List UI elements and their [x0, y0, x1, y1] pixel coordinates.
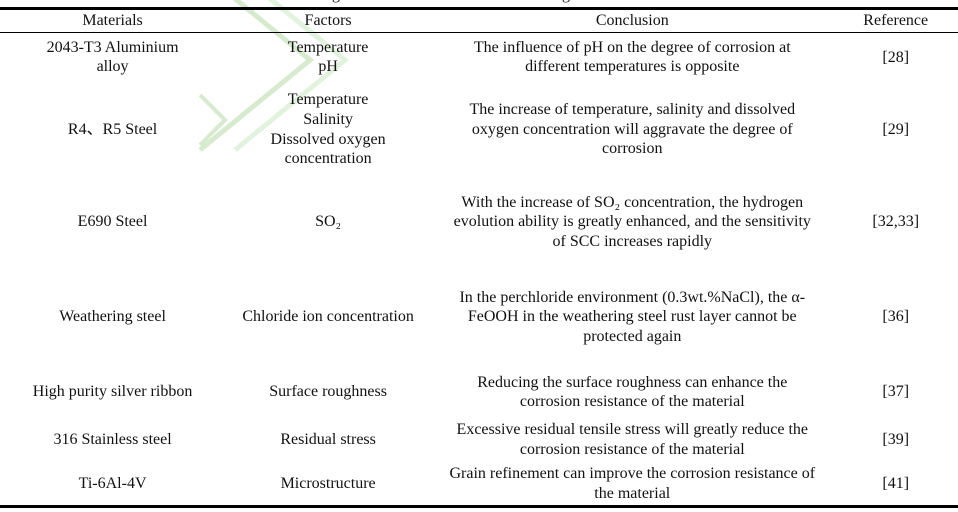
factors-cell: SO₂: [315, 213, 342, 231]
materials-cell: Weathering steel: [59, 308, 166, 326]
materials-cell: 316 Stainless steel: [53, 430, 172, 448]
conclusion-cell: Reducing the surface roughness can enhan…: [477, 373, 788, 411]
factors-cell: Microstructure: [280, 474, 376, 492]
caption-fragment: g: [562, 0, 570, 4]
materials-cell: R4、R5 Steel: [67, 120, 158, 138]
materials-cell: E690 Steel: [77, 213, 148, 231]
materials-cell: High purity silver ribbon: [32, 383, 193, 401]
corrosion-factors-table: Materials Factors Conclusion Reference 2…: [0, 7, 958, 509]
reference-cell: [39]: [882, 430, 910, 448]
conclusion-cell: Excessive residual tensile stress will g…: [456, 421, 808, 458]
header-conclusion: Conclusion: [431, 8, 834, 33]
factors-cell: Temperature Salinity Dissolved oxygen co…: [270, 91, 386, 168]
reference-cell: [28]: [882, 48, 910, 66]
table-row: 316 Stainless steel Residual stress Exce…: [0, 417, 958, 462]
conclusion-cell: Grain refinement can improve the corrosi…: [449, 465, 816, 502]
conclusion-cell: With the increase of SO₂ concentration, …: [453, 193, 811, 250]
table-row: Ti-6Al-4V Microstructure Grain refinemen…: [0, 462, 958, 507]
factors-cell: Residual stress: [280, 430, 376, 448]
table-row: E690 Steel SO₂ With the increase of SO₂ …: [0, 177, 958, 267]
reference-cell: [41]: [882, 474, 910, 492]
table-row: R4、R5 Steel Temperature Salinity Dissolv…: [0, 82, 958, 177]
caption-fragment: g: [332, 0, 340, 4]
header-materials: Materials: [0, 8, 226, 33]
factors-cell: Temperature pH: [287, 38, 369, 76]
clipped-caption-fragments: g g: [0, 0, 958, 7]
table-row: High purity silver ribbon Surface roughn…: [0, 367, 958, 417]
table-row: 2043-T3 Aluminium alloy Temperature pH T…: [0, 32, 958, 82]
factors-cell: Surface roughness: [269, 383, 387, 401]
conclusion-cell: The influence of pH on the degree of cor…: [473, 38, 791, 76]
table-row: Weathering steel Chloride ion concentrat…: [0, 267, 958, 367]
materials-cell: Ti-6Al-4V: [78, 474, 147, 492]
header-row: Materials Factors Conclusion Reference: [0, 8, 958, 33]
reference-cell: [37]: [882, 383, 910, 401]
reference-cell: [36]: [882, 308, 910, 326]
header-factors: Factors: [225, 8, 432, 33]
factors-cell: Chloride ion concentration: [242, 308, 414, 326]
materials-cell: 2043-T3 Aluminium alloy: [46, 38, 179, 76]
reference-cell: [29]: [882, 120, 910, 138]
reference-cell: [32,33]: [872, 213, 920, 231]
header-reference: Reference: [833, 8, 958, 33]
conclusion-cell: In the perchloride environment (0.3wt.%N…: [459, 288, 806, 345]
conclusion-cell: The increase of temperature, salinity an…: [469, 101, 796, 158]
